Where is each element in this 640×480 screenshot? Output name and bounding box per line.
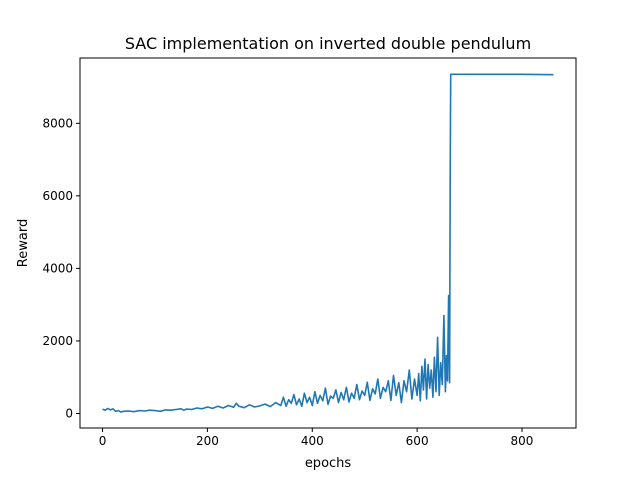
x-tick-label: 400 bbox=[301, 434, 324, 448]
y-axis: 0 2000 4000 6000 8000 bbox=[42, 116, 80, 420]
y-axis-label: Reward bbox=[16, 219, 31, 267]
y-tick-label: 8000 bbox=[42, 116, 73, 130]
x-tick-label: 0 bbox=[99, 434, 107, 448]
chart-title: SAC implementation on inverted double pe… bbox=[125, 34, 531, 53]
series-line-0 bbox=[102, 73, 554, 413]
y-tick-label: 0 bbox=[65, 406, 73, 420]
x-tick-label: 200 bbox=[196, 434, 219, 448]
x-axis: 0 200 400 600 800 bbox=[99, 428, 534, 448]
y-tick-label: 2000 bbox=[42, 334, 73, 348]
x-axis-label: epochs bbox=[305, 456, 352, 471]
axes-frame bbox=[79, 57, 577, 429]
x-tick-label: 600 bbox=[406, 434, 429, 448]
y-tick-label: 4000 bbox=[42, 261, 73, 275]
x-tick-label: 800 bbox=[511, 434, 534, 448]
y-tick-label: 6000 bbox=[42, 189, 73, 203]
plot-area bbox=[102, 73, 554, 413]
